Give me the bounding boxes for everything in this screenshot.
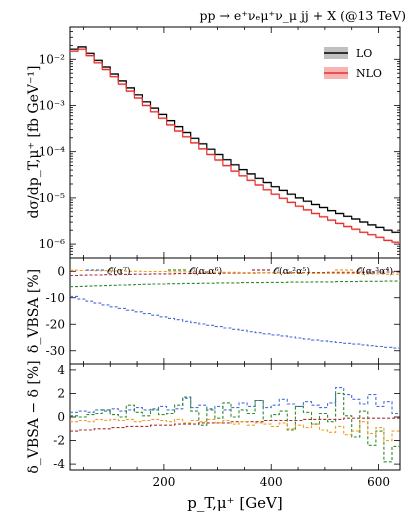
main-y-tick-label: 10⁻³ (39, 98, 66, 112)
band-nlo (70, 48, 400, 244)
x-tick-label: 600 (367, 475, 390, 489)
series-line-1-3 (70, 269, 400, 275)
series-line-1-0 (70, 295, 400, 349)
chart-title: pp → e⁺νₑμ⁺ν_μ jj + X (@13 TeV) (200, 8, 407, 23)
x-tick-label: 200 (152, 475, 175, 489)
bottom-y-axis-label: δ_VBSA − δ [%] (26, 360, 42, 473)
y-tick-label: -30 (46, 344, 65, 358)
series-line-nlo (70, 48, 400, 243)
main-y-tick-label: 10⁻⁵ (39, 191, 66, 205)
main-panel-frame (69, 26, 401, 259)
legend-label-middle-2: 𝒪(αₛ²α⁵) (273, 266, 310, 277)
main-y-axis-label: dσ/dp_T,μ⁺ [fb GeV⁻¹] (26, 66, 42, 219)
legend-label-middle-1: 𝒪(αₛα⁶) (189, 266, 222, 277)
y-tick-label: 0 (57, 410, 65, 424)
y-tick-label: 4 (57, 363, 65, 377)
legend-label-lo: LO (356, 47, 372, 60)
y-tick-label: -4 (53, 457, 65, 471)
x-tick-label: 400 (260, 475, 283, 489)
x-axis-label: p_T,μ⁺ [GeV] (187, 494, 283, 512)
y-tick-label: -20 (46, 317, 65, 331)
band-lo (70, 46, 400, 234)
middle-y-axis-label: δ_VBSA [%] (26, 269, 42, 353)
legend-label-middle-0: 𝒪(α⁷) (107, 266, 131, 277)
y-tick-label: -2 (53, 434, 65, 448)
main-y-tick-label: 10⁻⁶ (39, 237, 66, 251)
series-line-2-1 (70, 392, 400, 463)
legend-label-middle-3: 𝒪(αₛ³α⁴) (356, 266, 393, 277)
y-tick-label: 0 (57, 264, 65, 278)
legend-label-nlo: NLO (356, 67, 382, 80)
series-line-1-1 (70, 280, 400, 288)
y-tick-label: 2 (57, 386, 65, 400)
series-line-2-2 (70, 417, 400, 432)
main-y-tick-label: 10⁻² (39, 52, 66, 66)
series-line-1-2 (70, 271, 400, 277)
main-y-tick-label: 10⁻⁴ (39, 145, 66, 159)
series-line-2-3 (70, 418, 400, 442)
series-line-lo (70, 46, 400, 233)
y-tick-label: -10 (46, 291, 65, 305)
series-line-2-0 (70, 387, 400, 415)
